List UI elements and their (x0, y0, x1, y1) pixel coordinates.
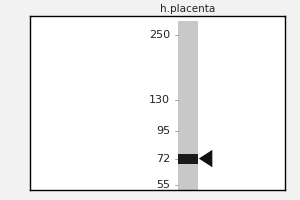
Bar (178, 21, 198, 198)
Text: 95: 95 (156, 126, 170, 136)
Text: h.placenta: h.placenta (160, 4, 216, 14)
Polygon shape (199, 150, 212, 167)
Text: 72: 72 (156, 154, 170, 164)
Text: 250: 250 (149, 30, 170, 40)
Text: 55: 55 (156, 180, 170, 190)
Text: 130: 130 (149, 95, 170, 105)
Bar (178, 154, 198, 164)
